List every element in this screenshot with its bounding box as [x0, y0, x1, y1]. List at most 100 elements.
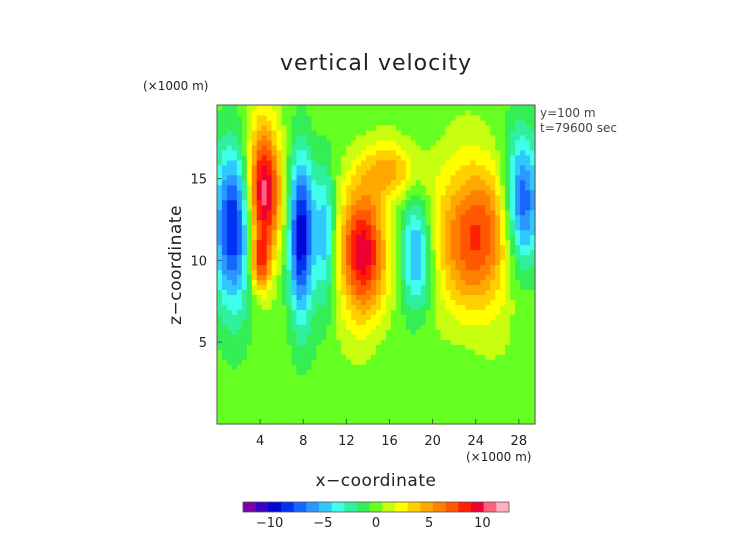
heatmap-cell: [450, 304, 457, 310]
heatmap-cell: [475, 319, 481, 325]
heatmap-cell: [261, 394, 268, 400]
heatmap-cell: [221, 259, 228, 266]
heatmap-cell: [296, 299, 303, 305]
heatmap-cell: [420, 109, 427, 116]
heatmap-cell: [465, 114, 472, 121]
heatmap-cell: [430, 129, 437, 136]
heatmap-cell: [231, 419, 238, 425]
heatmap-cell: [366, 399, 372, 405]
heatmap-cell: [251, 149, 258, 156]
heatmap-cell: [241, 259, 248, 266]
heatmap-cell: [246, 194, 253, 201]
heatmap-cell: [296, 314, 303, 320]
heatmap-cell: [480, 239, 486, 246]
heatmap-cell: [246, 169, 253, 176]
heatmap-cell: [296, 244, 303, 251]
heatmap-cell: [271, 199, 278, 206]
heatmap-cell: [515, 304, 521, 310]
heatmap-cell: [231, 304, 238, 310]
heatmap-cell: [500, 169, 506, 176]
heatmap-cell: [400, 264, 407, 271]
heatmap-cell: [430, 364, 437, 370]
heatmap-cell: [530, 134, 536, 141]
heatmap-cell: [395, 119, 402, 126]
heatmap-cell: [430, 154, 437, 161]
heatmap-cell: [505, 324, 511, 330]
heatmap-cell: [236, 204, 243, 211]
heatmap-cell: [470, 394, 476, 400]
heatmap-cell: [336, 309, 342, 315]
heatmap-cell: [371, 239, 377, 246]
heatmap-cell: [341, 279, 347, 286]
heatmap-cell: [341, 219, 347, 226]
heatmap-cell: [271, 179, 278, 186]
heatmap-cell: [291, 334, 298, 340]
heatmap-cell: [286, 369, 293, 375]
heatmap-cell: [430, 359, 437, 365]
heatmap-cell: [485, 274, 491, 281]
heatmap-cell: [246, 359, 253, 365]
heatmap-cell: [256, 354, 263, 360]
heatmap-cell: [490, 414, 496, 420]
heatmap-cell: [420, 404, 427, 410]
heatmap-cell: [236, 369, 243, 375]
heatmap-cell: [336, 369, 342, 375]
heatmap-cell: [490, 309, 496, 315]
heatmap-cell: [261, 374, 268, 380]
heatmap-cell: [311, 209, 317, 216]
heatmap-cell: [455, 389, 462, 395]
heatmap-cell: [400, 334, 407, 340]
heatmap-cell: [460, 254, 467, 261]
heatmap-cell: [346, 254, 352, 261]
heatmap-cell: [385, 119, 392, 126]
heatmap-cell: [376, 169, 382, 176]
heatmap-cell: [371, 154, 377, 161]
heatmap-cell: [266, 244, 273, 251]
heatmap-cell: [380, 329, 387, 335]
heatmap-cell: [400, 284, 407, 291]
heatmap-cell: [440, 394, 447, 400]
heatmap-cell: [460, 259, 467, 266]
heatmap-cell: [475, 364, 481, 370]
heatmap-cell: [276, 234, 283, 241]
heatmap-cell: [251, 254, 258, 261]
heatmap-cell: [301, 109, 308, 116]
heatmap-cell: [221, 199, 228, 206]
heatmap-cell: [236, 254, 243, 261]
heatmap-cell: [316, 384, 322, 390]
heatmap-cell: [480, 309, 486, 315]
heatmap-cell: [480, 105, 486, 111]
heatmap-cell: [465, 254, 472, 261]
heatmap-cell: [460, 279, 467, 286]
heatmap-cell: [321, 194, 327, 201]
heatmap-cell: [246, 269, 253, 276]
heatmap-cell: [351, 199, 357, 206]
heatmap-cell: [217, 319, 223, 325]
heatmap-cell: [336, 379, 342, 385]
heatmap-cell: [291, 384, 298, 390]
heatmap-cell: [470, 169, 476, 176]
heatmap-cell: [306, 324, 313, 330]
heatmap-cell: [435, 334, 442, 340]
heatmap-cell: [217, 219, 223, 226]
heatmap-cell: [241, 414, 248, 420]
heatmap-cell: [306, 144, 313, 151]
heatmap-cell: [256, 284, 263, 291]
heatmap-cell: [371, 279, 377, 286]
heatmap-cell: [515, 199, 521, 206]
heatmap-cell: [525, 384, 531, 390]
heatmap-cell: [246, 299, 253, 305]
heatmap-cell: [485, 234, 491, 241]
heatmap-cell: [455, 349, 462, 355]
heatmap-cell: [276, 224, 283, 231]
heatmap-cell: [261, 364, 268, 370]
heatmap-cell: [380, 399, 387, 405]
heatmap-cell: [515, 259, 521, 266]
heatmap-cell: [371, 264, 377, 271]
heatmap-cell: [510, 204, 516, 211]
heatmap-cell: [475, 374, 481, 380]
heatmap-cell: [341, 394, 347, 400]
heatmap-cell: [475, 414, 481, 420]
heatmap-cell: [361, 204, 367, 211]
heatmap-cell: [316, 134, 322, 141]
